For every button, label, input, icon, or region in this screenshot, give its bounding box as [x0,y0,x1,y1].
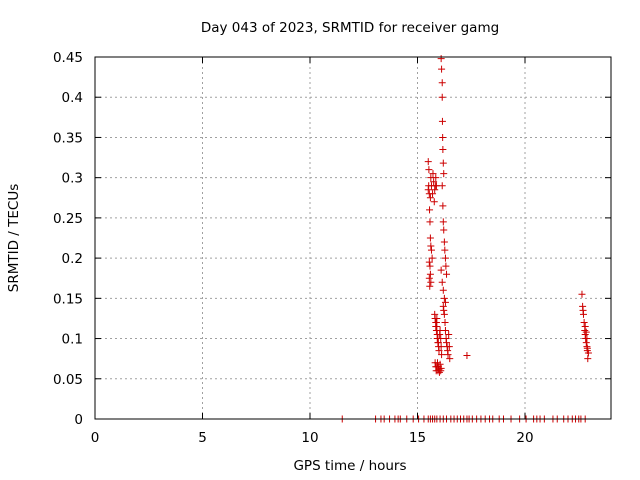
y-tick-label: 0.4 [62,90,83,106]
data-point [436,360,444,368]
x-tick-label: 15 [409,430,426,446]
data-point [430,178,438,186]
data-point [439,286,447,294]
y-axis-label: SRMTID / TECUs [6,184,22,292]
data-point [439,218,447,226]
data-point [445,343,453,351]
data-point [429,170,437,178]
data-point [426,206,434,214]
y-tick-label: 0.35 [53,130,83,146]
x-tick-label: 10 [301,430,318,446]
data-point [440,306,448,314]
y-tick-label: 0.45 [53,50,83,66]
data-point [427,242,435,250]
data-point [583,344,591,352]
y-tick-label: 0.05 [53,372,83,388]
data-point [426,194,434,202]
data-point [581,322,589,330]
data-point [438,65,446,73]
data-point [432,174,440,182]
data-point [432,322,440,330]
data-point [578,290,586,298]
x-axis-label: GPS time / hours [293,458,406,474]
data-point [425,258,433,266]
data-point [441,254,449,262]
y-tick-label: 0.25 [53,211,83,227]
x-tick-label: 5 [198,430,207,446]
data-point [437,343,445,351]
data-point [584,349,592,357]
data-point [434,339,442,347]
data-point [584,355,592,363]
data-point [444,351,452,359]
data-point [438,117,446,125]
data-point [425,166,433,174]
chart-title: Day 043 of 2023, SRMTID for receiver gam… [201,20,499,36]
data-point [438,79,446,87]
data-point [438,182,446,190]
data-point [579,310,587,318]
data-point [437,266,445,274]
data-point [426,262,434,270]
data-point [427,278,435,286]
data-point [439,133,447,141]
data-point [439,202,447,210]
data-point [425,274,433,282]
data-point [438,278,446,286]
data-point [437,364,445,372]
y-tick-label: 0 [74,412,83,428]
data-point [582,328,590,336]
data-point [441,327,449,335]
data-point [435,368,443,376]
x-tick-label: 0 [91,430,100,446]
data-point [429,190,437,198]
data-point [426,234,434,242]
data-point [428,254,436,262]
data-point [441,246,449,254]
data-point [443,270,451,278]
data-point [435,347,443,355]
data-point [580,318,588,326]
y-tick-label: 0.2 [62,251,83,267]
data-point [440,226,448,234]
data-point [463,351,471,359]
data-point [440,294,448,302]
data-points [338,55,592,423]
data-point [433,314,441,322]
data-point [424,158,432,166]
data-point [440,310,448,318]
data-point [446,355,454,363]
data-point [433,331,441,339]
data-point [582,339,590,347]
data-point [427,246,435,254]
y-tick-label: 0.15 [53,291,83,307]
data-point [439,159,447,167]
data-point [445,331,453,339]
data-point [426,218,434,226]
data-point [437,55,445,63]
axes: 0 0.05 0.1 0.15 0.2 0.25 0.3 0.35 0.4 0.45 0 5 10 15 2… [53,50,611,446]
data-point [440,170,448,178]
plot-frame [94,56,612,420]
data-point [426,270,434,278]
data-point [440,238,448,246]
y-tick-label: 0.3 [62,171,83,187]
data-point [431,186,439,194]
data-point [426,282,434,290]
data-point [441,298,449,306]
data-point [442,262,450,270]
data-point [441,318,449,326]
data-point [438,351,446,359]
x-tick-label: 20 [516,430,533,446]
data-point [439,146,447,154]
data-point [438,93,446,101]
y-tick-label: 0.1 [62,332,83,348]
data-point [430,198,438,206]
data-point [443,339,451,347]
grid-layer [95,57,611,419]
data-point [583,335,591,343]
